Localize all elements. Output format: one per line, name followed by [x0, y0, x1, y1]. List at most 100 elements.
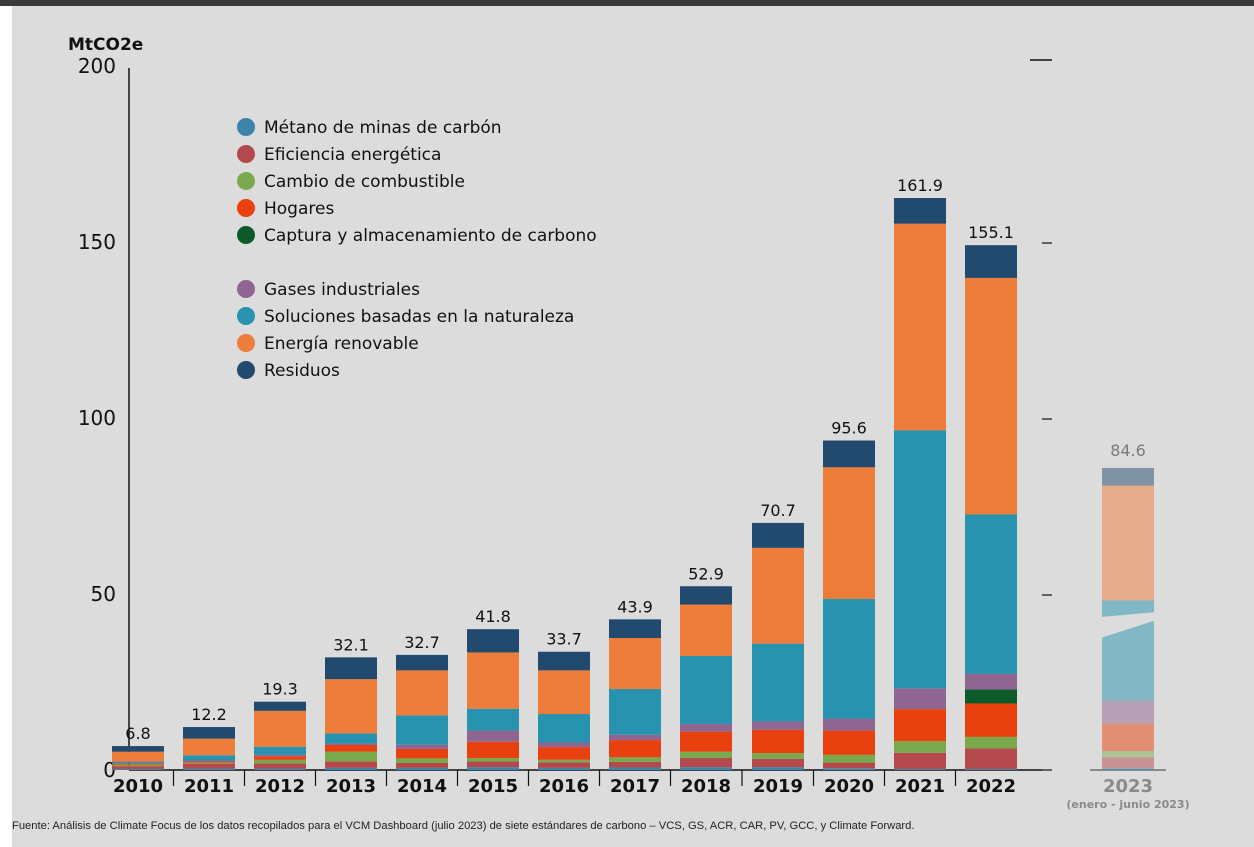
- bar-segment: [325, 657, 377, 680]
- bar-segment: [965, 245, 1017, 278]
- x-tick-label: 2010: [113, 776, 163, 797]
- bar-segment: [467, 652, 519, 709]
- partial-bar-segment: [1102, 723, 1154, 751]
- bar-segment: [254, 710, 306, 747]
- bar-segment: [680, 751, 732, 759]
- bar-total-label: 19.3: [262, 680, 298, 699]
- bar-segment: [823, 730, 875, 755]
- bar-total-label: 161.9: [897, 176, 943, 195]
- bar-segment: [965, 748, 1017, 769]
- bar-segment: [823, 754, 875, 763]
- bar-segment: [823, 467, 875, 599]
- bar-segment: [680, 655, 732, 724]
- partial-total-label: 84.6: [1110, 441, 1146, 460]
- bar-segment: [965, 689, 1017, 704]
- bar-segment: [538, 714, 590, 743]
- bar-segment: [183, 727, 235, 739]
- bar-total-label: 41.8: [475, 607, 511, 626]
- bar-segment: [752, 547, 804, 644]
- bar-segment: [894, 741, 946, 753]
- bar-segment: [609, 767, 661, 770]
- bar-segment: [183, 768, 235, 770]
- bar-segment: [752, 522, 804, 548]
- bar-segment: [538, 670, 590, 715]
- bar-segment: [894, 430, 946, 689]
- bar-segment: [823, 768, 875, 770]
- legend-label: Métano de minas de carbón: [264, 118, 502, 138]
- legend-swatch-icon: [237, 307, 255, 325]
- y-tick-label-50: 50: [91, 582, 116, 606]
- legend-swatch-icon: [237, 361, 255, 379]
- bar-segment: [609, 638, 661, 690]
- legend-swatch-icon: [237, 280, 255, 298]
- bar-total-label: 12.2: [191, 705, 227, 724]
- bar-segment: [680, 586, 732, 605]
- bar-segment: [183, 738, 235, 756]
- bar-total-label: 95.6: [831, 419, 867, 438]
- x-tick-label: 2021: [895, 776, 945, 797]
- bar-total-label: 32.1: [333, 635, 369, 654]
- bar-segment: [467, 708, 519, 731]
- bar-segment: [325, 761, 377, 768]
- bar-total-label: 52.9: [688, 564, 724, 583]
- legend-label: Soluciones basadas en la naturaleza: [264, 307, 574, 327]
- bar-segment: [254, 759, 306, 764]
- top-bar: [0, 0, 1254, 6]
- bar-segment: [467, 730, 519, 742]
- bar-segment: [752, 721, 804, 730]
- legend-label: Eficiencia energética: [264, 145, 441, 165]
- bar-segment: [894, 223, 946, 431]
- bar-total-label: 33.7: [546, 630, 582, 649]
- partial-bar-segment: [1102, 750, 1154, 758]
- bar-segment: [112, 761, 164, 763]
- bar-segment: [609, 734, 661, 741]
- x-tick-label: 2018: [681, 776, 731, 797]
- bar-segment: [823, 598, 875, 719]
- bar-segment: [538, 651, 590, 671]
- bar-segment: [183, 762, 235, 764]
- bar-segment: [467, 761, 519, 768]
- bar-segment: [396, 758, 448, 763]
- bar-segment: [538, 759, 590, 763]
- bar-segment: [680, 604, 732, 656]
- bar-total-label: 43.9: [617, 597, 653, 616]
- bar-segment: [112, 746, 164, 752]
- bar-segment: [467, 767, 519, 770]
- bar-total-label: 32.7: [404, 633, 440, 652]
- bar-segment: [609, 761, 661, 768]
- y-tick-label-150: 150: [78, 230, 116, 254]
- x-tick-label: 2015: [468, 776, 518, 797]
- legend-swatch-icon: [237, 334, 255, 352]
- bar-segment: [112, 766, 164, 769]
- bar-segment: [467, 758, 519, 762]
- legend-label: Gases industriales: [264, 280, 420, 300]
- bar-segment: [965, 673, 1017, 690]
- bar-segment: [396, 767, 448, 770]
- bar-segment: [894, 198, 946, 224]
- bar-segment: [183, 755, 235, 761]
- legend-label: Captura y almacenamiento de carbono: [264, 226, 597, 246]
- chart-panel: MtCO2e 0 50 100 150 200 6.8 2010 12.2 2011 19.3 201…: [12, 6, 1254, 847]
- bar-segment: [254, 701, 306, 711]
- bar-segment: [254, 746, 306, 755]
- y-tick-label-200: 200: [78, 54, 116, 78]
- partial-note: (enero - junio 2023): [1066, 798, 1189, 811]
- legend-swatch-icon: [237, 172, 255, 190]
- bar-segment: [467, 741, 519, 759]
- stacked-bar-chart: MtCO2e0501001502006.8201012.2201119.3201…: [12, 35, 1190, 832]
- bar-segment: [325, 767, 377, 770]
- partial-bar-segment: [1102, 757, 1154, 768]
- legend-label: Hogares: [264, 199, 334, 219]
- bar-segment: [112, 764, 164, 767]
- bar-segment: [254, 763, 306, 769]
- bar-total-label: 155.1: [968, 223, 1014, 242]
- bar-segment: [325, 733, 377, 744]
- bar-segment: [325, 745, 377, 752]
- partial-bar-segment: [1102, 485, 1154, 601]
- bar-segment: [823, 440, 875, 468]
- legend-swatch-icon: [237, 118, 255, 136]
- legend-label: Cambio de combustible: [264, 172, 465, 192]
- bar-segment: [823, 762, 875, 769]
- bar-segment: [396, 654, 448, 671]
